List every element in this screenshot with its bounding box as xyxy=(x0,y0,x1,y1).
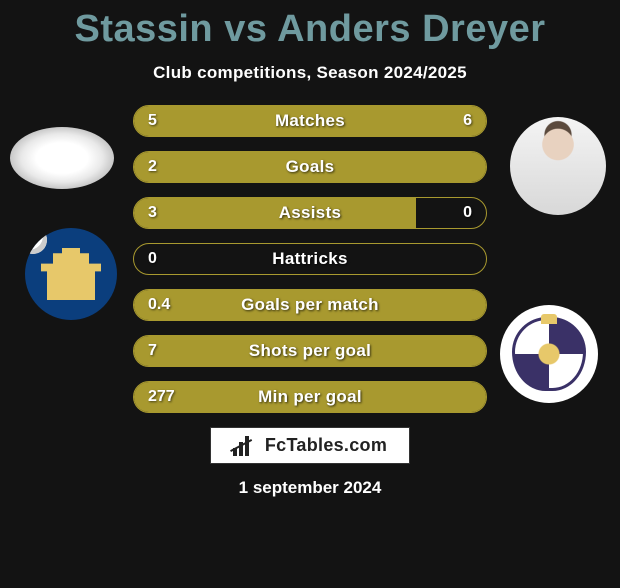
comparison-content: 56Matches 2Goals 30Assists 0Hattricks 0.4Goa… xyxy=(0,105,620,413)
stat-bar: 0Hattricks xyxy=(133,243,487,275)
stat-label: Shots per goal xyxy=(134,336,486,366)
player-right-photo xyxy=(510,117,606,215)
stat-label: Min per goal xyxy=(134,382,486,412)
stat-label: Assists xyxy=(134,198,486,228)
footer: FcTables.com 1 september 2024 xyxy=(0,427,620,498)
stat-label: Matches xyxy=(134,106,486,136)
club-left-badge xyxy=(22,225,120,323)
player-left-photo xyxy=(10,127,114,189)
stat-bar: 277Min per goal xyxy=(133,381,487,413)
stat-label: Goals xyxy=(134,152,486,182)
subtitle: Club competitions, Season 2024/2025 xyxy=(0,63,620,83)
stat-bar: 30Assists xyxy=(133,197,487,229)
date-label: 1 september 2024 xyxy=(239,478,382,498)
stat-bar: 56Matches xyxy=(133,105,487,137)
brand-logo-icon xyxy=(233,436,255,456)
stat-bar: 7Shots per goal xyxy=(133,335,487,367)
stat-bar: 0.4Goals per match xyxy=(133,289,487,321)
stat-bar: 2Goals xyxy=(133,151,487,183)
stat-label: Hattricks xyxy=(134,244,486,274)
page-title: Stassin vs Anders Dreyer xyxy=(0,8,620,51)
brand-label: FcTables.com xyxy=(265,435,387,456)
club-right-badge xyxy=(500,305,598,403)
stats-bars: 56Matches 2Goals 30Assists 0Hattricks 0.4Goa… xyxy=(133,105,487,413)
stat-label: Goals per match xyxy=(134,290,486,320)
brand-badge[interactable]: FcTables.com xyxy=(210,427,410,464)
